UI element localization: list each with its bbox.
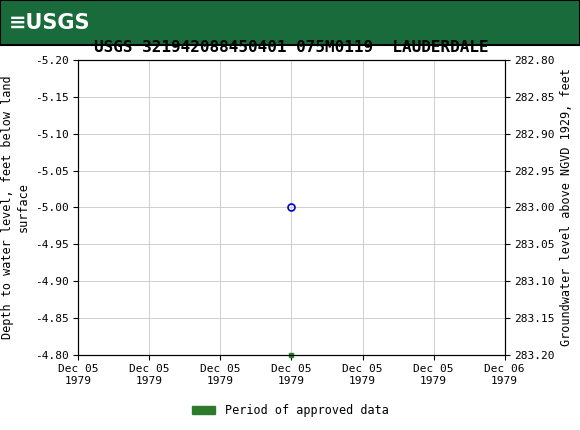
Title: USGS 321942088450401 075M0119  LAUDERDALE: USGS 321942088450401 075M0119 LAUDERDALE: [94, 40, 489, 55]
Y-axis label: Depth to water level, feet below land
surface: Depth to water level, feet below land su…: [1, 76, 29, 339]
Y-axis label: Groundwater level above NGVD 1929, feet: Groundwater level above NGVD 1929, feet: [560, 68, 574, 347]
Legend: Period of approved data: Period of approved data: [187, 399, 393, 422]
FancyBboxPatch shape: [0, 0, 580, 45]
Text: ≡USGS: ≡USGS: [9, 12, 90, 33]
